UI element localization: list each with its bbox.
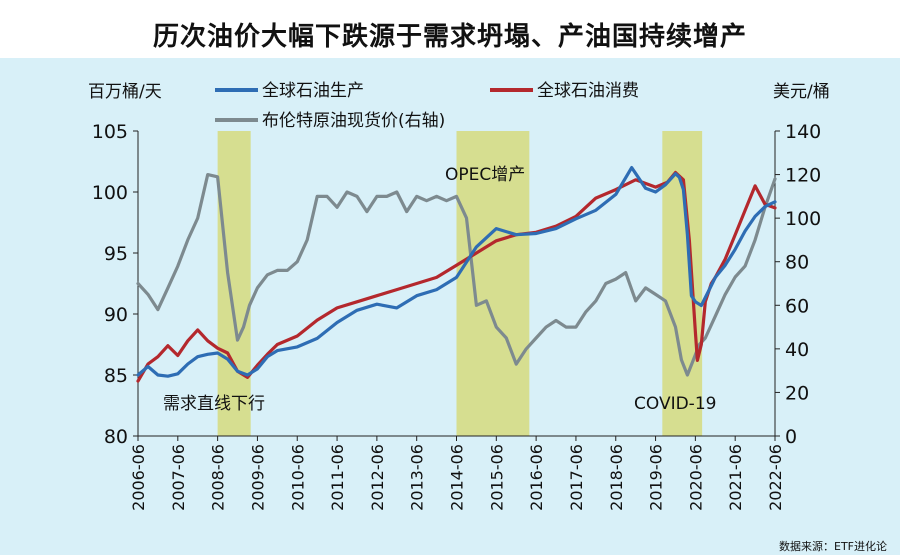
legend-label-production: 全球石油生产 (262, 81, 364, 101)
chart-background (0, 58, 900, 555)
source-note: 数据来源：ETF进化论 (779, 539, 887, 553)
x-tick-label: 2007-06 (169, 444, 188, 511)
x-tick-label: 2015-06 (487, 444, 506, 511)
axes: 80 85 90 95 100 105 0 20 40 60 80 100 120 140 2006-06 2… (92, 121, 822, 511)
series-line-production (136, 166, 777, 378)
x-tick-label: 2012-06 (368, 444, 387, 511)
annotation-demand-decline: 需求直线下行 (163, 394, 265, 414)
left-tick-label: 105 (92, 121, 128, 143)
legend-label-brent: 布伦特原油现货价(右轴) (262, 111, 445, 131)
chart-title: 历次油价大幅下跌源于需求坍塌、产油国持续增产 (152, 22, 747, 52)
series-lines (136, 166, 777, 383)
x-tick-label: 2021-06 (726, 444, 745, 511)
right-tick-label: 140 (785, 121, 821, 143)
left-tick-label: 80 (104, 426, 128, 448)
x-tick-label: 2013-06 (408, 444, 427, 511)
x-tick-label: 2018-06 (607, 444, 626, 511)
shaded-period-1 (456, 131, 530, 436)
right-axis-unit: 美元/桶 (773, 82, 830, 102)
right-tick-label: 80 (785, 252, 809, 274)
left-tick-label: 85 (104, 365, 128, 387)
x-tick-label: 2019-06 (647, 444, 666, 511)
left-tick-label: 100 (92, 182, 128, 204)
left-tick-label: 95 (104, 243, 128, 265)
x-tick-label: 2008-06 (209, 444, 228, 511)
x-tick-label: 2017-06 (567, 444, 586, 511)
left-tick-label: 90 (104, 304, 128, 326)
right-tick-label: 60 (785, 295, 809, 317)
right-tick-label: 100 (785, 208, 821, 230)
legend-label-consumption: 全球石油消费 (537, 81, 639, 101)
left-axis-unit: 百万桶/天 (88, 82, 162, 102)
x-tick-label: 2009-06 (248, 444, 267, 511)
series-line-consumption (136, 170, 777, 383)
series-line-brent (136, 173, 777, 377)
x-tick-label: 2016-06 (527, 444, 546, 511)
x-tick-label: 2014-06 (448, 444, 467, 511)
x-tick-label: 2022-06 (766, 444, 785, 511)
x-tick-label: 2020-06 (686, 444, 705, 511)
annotation-covid: COVID-19 (634, 394, 716, 414)
right-tick-label: 20 (785, 382, 809, 404)
x-tick-label: 2006-06 (129, 444, 148, 511)
right-tick-label: 40 (785, 339, 809, 361)
annotation-opec: OPEC增产 (445, 165, 525, 185)
shaded-period-0 (217, 131, 251, 436)
chart-text: 百万桶/天 美元/桶 全球石油生产 全球石油消费 布伦特原油现货价(右轴) 需求… (88, 81, 887, 553)
right-tick-label: 0 (785, 426, 797, 448)
x-tick-label: 2010-06 (288, 444, 307, 511)
right-tick-label: 120 (785, 165, 821, 187)
x-tick-label: 2011-06 (328, 444, 347, 511)
